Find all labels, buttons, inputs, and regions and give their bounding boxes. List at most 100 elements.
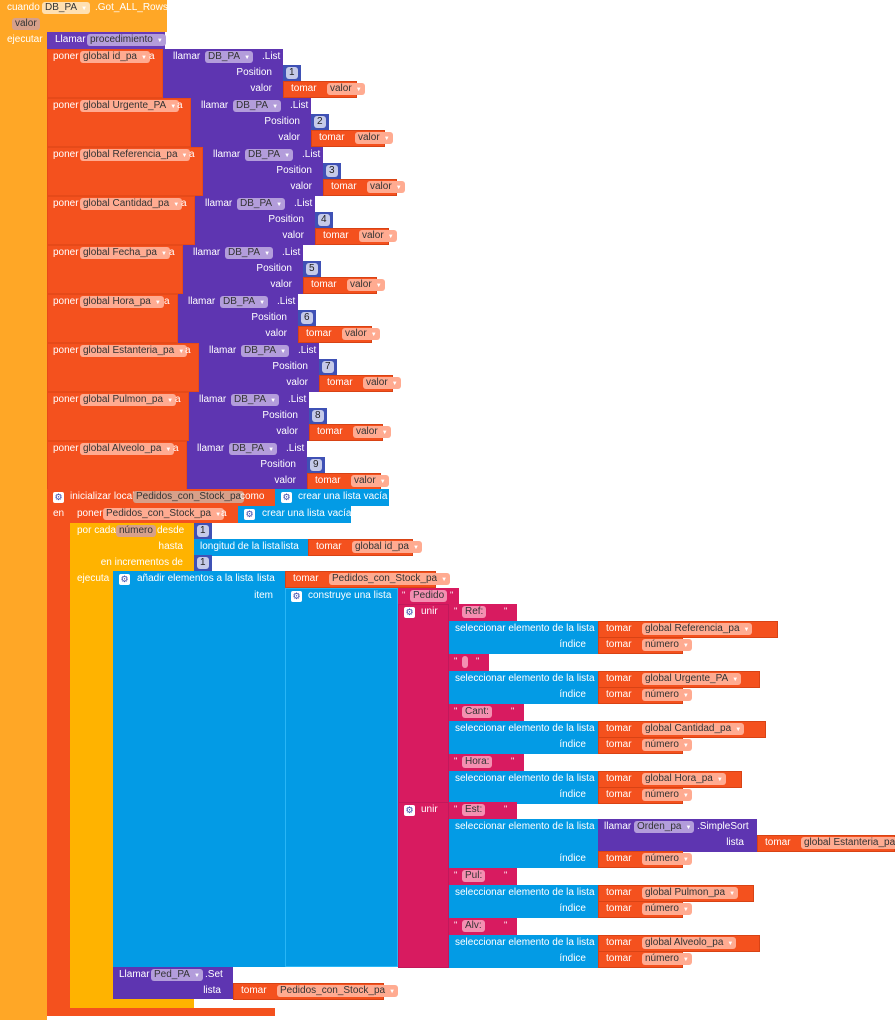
dropdown-arrow-icon[interactable]: ▼ [682,857,689,863]
dropdown-arrow-icon[interactable]: ▼ [716,777,723,783]
mutator-gear-icon[interactable]: ⚙ [404,805,415,816]
number-field[interactable]: 2 [314,116,326,128]
text-field[interactable]: Alv: [462,920,485,932]
dropdown-arrow-icon[interactable]: ▼ [735,727,742,733]
loop-variable-name[interactable]: número [116,525,156,537]
select-list-item-block[interactable] [449,885,598,918]
dropdown-arrow-icon[interactable]: ▼ [743,627,750,633]
dropdown-arrow-icon[interactable]: ▼ [381,430,388,436]
mutator-gear-icon[interactable]: ⚙ [281,492,292,503]
dropdown-arrow-icon[interactable]: ▼ [193,973,200,979]
procedure-dropdown[interactable]: procedimiento ▼ [87,34,166,46]
dropdown-arrow-icon[interactable]: ▼ [181,153,188,159]
dropdown-arrow-icon[interactable]: ▼ [383,136,390,142]
number-field[interactable]: 3 [326,165,338,177]
join-block[interactable] [398,604,449,804]
dropdown-arrow-icon[interactable]: ▼ [244,55,251,61]
variable-dropdown[interactable]: valor ▼ [327,83,365,95]
number-field[interactable]: 7 [322,361,334,373]
number-field[interactable]: 8 [312,410,324,422]
dropdown-arrow-icon[interactable]: ▼ [682,693,689,699]
component-dropdown[interactable]: DB_PA ▼ [220,296,269,308]
variable-dropdown[interactable]: valor ▼ [347,279,385,291]
dropdown-arrow-icon[interactable]: ▼ [165,447,172,453]
component-dropdown[interactable]: DB_PA ▼ [245,149,294,161]
mutator-gear-icon[interactable]: ⚙ [291,591,302,602]
mutator-gear-icon[interactable]: ⚙ [53,492,64,503]
global-variable-dropdown[interactable]: global Referencia_pa ▼ [80,149,191,161]
number-field[interactable]: 4 [318,214,330,226]
component-dropdown[interactable]: DB_PA ▼ [205,51,254,63]
variable-dropdown[interactable]: global Urgente_PA ▼ [642,673,742,685]
text-field[interactable]: Ref: [462,606,487,618]
global-variable-dropdown[interactable]: global Pulmon_pa ▼ [80,394,177,406]
dropdown-arrow-icon[interactable]: ▼ [682,793,689,799]
dropdown-arrow-icon[interactable]: ▼ [280,349,287,355]
dropdown-arrow-icon[interactable]: ▼ [412,545,419,551]
global-variable-dropdown[interactable]: global Fecha_pa ▼ [80,247,170,259]
component-dropdown[interactable]: DB_PA ▼ [233,100,282,112]
number-field[interactable]: 1 [197,557,209,569]
add-items-to-list-block[interactable] [113,571,285,967]
dropdown-arrow-icon[interactable]: ▼ [370,332,377,338]
dropdown-arrow-icon[interactable]: ▼ [81,6,88,12]
initialize-local-body[interactable] [47,506,70,1016]
event-parameter[interactable]: valor [12,18,40,30]
event-block-body[interactable] [0,32,47,1020]
dropdown-arrow-icon[interactable]: ▼ [272,104,279,110]
dropdown-arrow-icon[interactable]: ▼ [154,300,161,306]
select-list-item-block[interactable] [449,621,598,654]
component-dropdown[interactable]: DB_PA ▼ [42,2,91,14]
create-empty-list-block[interactable] [275,489,389,506]
dropdown-arrow-icon[interactable]: ▼ [682,907,689,913]
variable-dropdown[interactable]: número ▼ [642,953,692,965]
select-list-item-block[interactable] [449,721,598,754]
mutator-gear-icon[interactable]: ⚙ [404,607,415,618]
dropdown-arrow-icon[interactable]: ▼ [682,957,689,963]
variable-dropdown[interactable]: global Cantidad_pa ▼ [642,723,745,735]
dropdown-arrow-icon[interactable]: ▼ [441,577,448,583]
component-dropdown[interactable]: Ped_PA ▼ [151,969,203,981]
variable-dropdown[interactable]: número ▼ [642,853,692,865]
dropdown-arrow-icon[interactable]: ▼ [395,185,402,191]
select-list-item-block[interactable] [449,819,598,868]
component-dropdown[interactable]: Orden_pa ▼ [634,821,695,833]
global-variable-dropdown[interactable]: global id_pa ▼ [80,51,150,63]
variable-dropdown[interactable]: global Pulmon_pa ▼ [642,887,739,899]
global-variable-dropdown[interactable]: global Hora_pa ▼ [80,296,164,308]
local-variable-name[interactable]: Pedidos_con_Stock_pa [133,491,245,503]
global-variable-dropdown[interactable]: global Alveolo_pa ▼ [80,443,175,455]
dropdown-arrow-icon[interactable]: ▼ [387,234,394,240]
number-field[interactable]: 1 [197,525,209,537]
list-length-block[interactable] [194,539,308,556]
variable-dropdown[interactable]: número ▼ [642,639,692,651]
create-empty-list-block[interactable] [238,506,351,523]
dropdown-arrow-icon[interactable]: ▼ [729,891,736,897]
dropdown-arrow-icon[interactable]: ▼ [173,202,180,208]
text-field[interactable]: Est: [462,804,486,816]
variable-dropdown[interactable]: número ▼ [642,689,692,701]
variable-dropdown[interactable]: número ▼ [642,789,692,801]
component-dropdown[interactable]: DB_PA ▼ [241,345,290,357]
select-list-item-block[interactable] [449,935,598,968]
dropdown-arrow-icon[interactable]: ▼ [685,825,692,831]
variable-dropdown[interactable]: valor ▼ [351,475,389,487]
for-range-body[interactable] [70,571,113,1008]
variable-dropdown[interactable]: global Estanteria_pa▼ [801,837,895,849]
number-field[interactable]: 9 [310,459,322,471]
global-variable-dropdown[interactable]: global Cantidad_pa ▼ [80,198,183,210]
dropdown-arrow-icon[interactable]: ▼ [682,643,689,649]
dropdown-arrow-icon[interactable]: ▼ [215,512,222,518]
text-field[interactable]: Pul: [462,870,486,882]
dropdown-arrow-icon[interactable]: ▼ [682,743,689,749]
variable-dropdown[interactable]: número ▼ [642,739,692,751]
global-variable-dropdown[interactable]: global Estanteria_pa ▼ [80,345,188,357]
text-field[interactable]: Cant: [462,706,492,718]
dropdown-arrow-icon[interactable]: ▼ [178,349,185,355]
dropdown-arrow-icon[interactable]: ▼ [389,989,396,995]
text-block[interactable] [449,654,489,671]
variable-dropdown[interactable]: Pedidos_con_Stock_pa ▼ [277,985,399,997]
dropdown-arrow-icon[interactable]: ▼ [259,300,266,306]
dropdown-arrow-icon[interactable]: ▼ [167,398,174,404]
dropdown-arrow-icon[interactable]: ▼ [170,104,177,110]
